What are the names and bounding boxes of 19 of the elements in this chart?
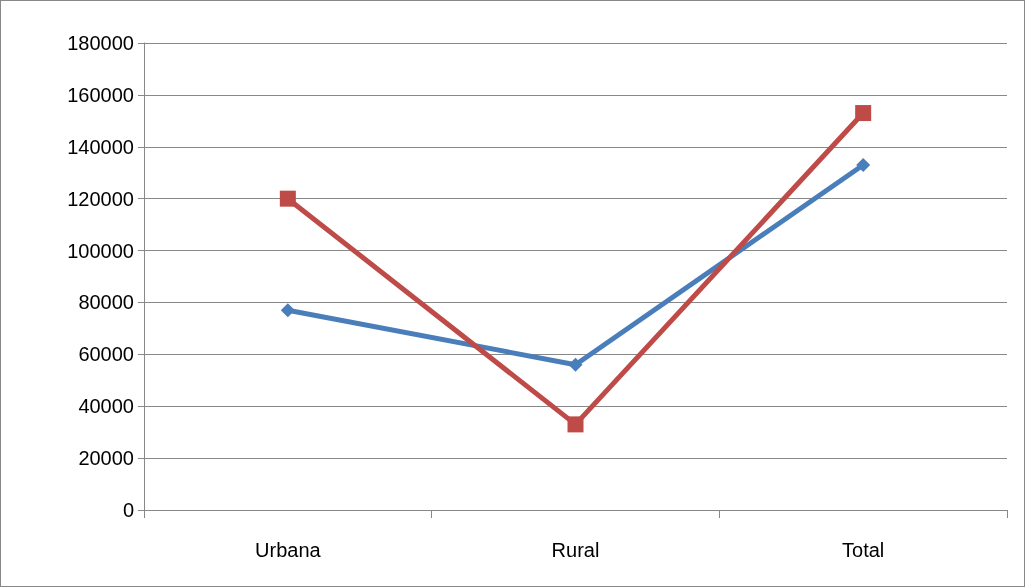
y-tick-label: 160000 [67, 83, 134, 106]
y-tick-label: 100000 [67, 239, 134, 262]
point [855, 105, 872, 122]
point [567, 416, 584, 433]
y-tick-label: 20000 [78, 447, 134, 470]
y-tick-label: 40000 [78, 395, 134, 418]
point [568, 357, 583, 372]
x-tick-label: Urbana [255, 539, 322, 561]
y-tick-label: 0 [122, 499, 134, 521]
y-tick-label: 120000 [67, 187, 134, 210]
y-tick-label: 140000 [67, 135, 134, 158]
x-tick-label: Total [842, 539, 885, 561]
y-tick-label: 80000 [78, 291, 134, 314]
point [856, 157, 871, 172]
point [279, 190, 296, 207]
y-tick-label: 180000 [67, 32, 134, 54]
y-tick-label: 60000 [78, 343, 134, 366]
point [280, 303, 295, 318]
x-tick-label: Rural [551, 539, 600, 561]
